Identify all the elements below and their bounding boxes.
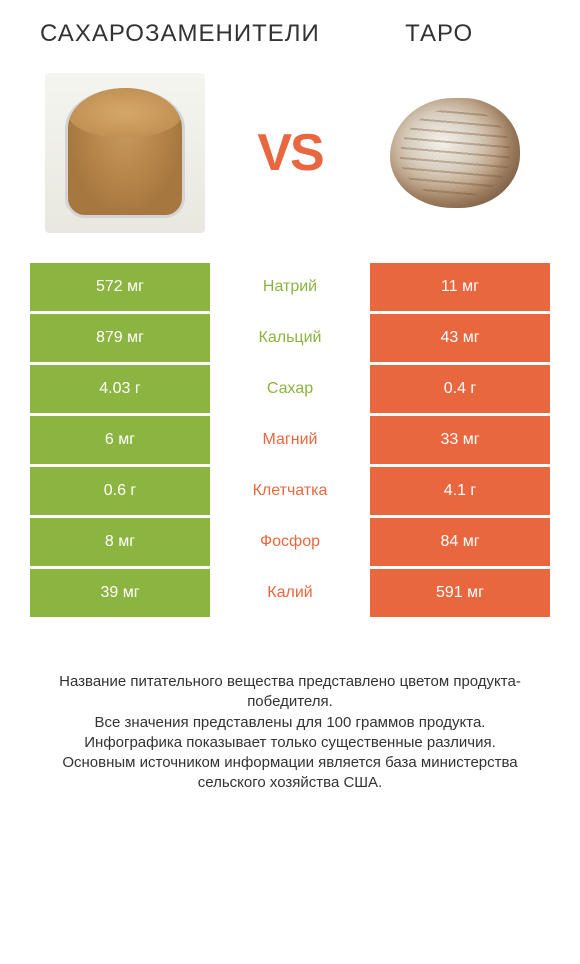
nutrient-label: Магний	[210, 416, 370, 464]
taro-icon	[390, 98, 520, 208]
vs-label: VS	[257, 123, 322, 183]
value-left: 8 мг	[30, 518, 210, 566]
value-right: 84 мг	[370, 518, 550, 566]
table-row: 0.6 гКлетчатка4.1 г	[30, 467, 550, 515]
table-row: 39 мгКалий591 мг	[30, 569, 550, 617]
nutrient-label: Калий	[210, 569, 370, 617]
table-row: 8 мгФосфор84 мг	[30, 518, 550, 566]
nutrient-label: Сахар	[210, 365, 370, 413]
nutrient-label: Клетчатка	[210, 467, 370, 515]
product-right-image	[370, 68, 540, 238]
value-left: 6 мг	[30, 416, 210, 464]
nutrient-label: Кальций	[210, 314, 370, 362]
value-right: 11 мг	[370, 263, 550, 311]
value-left: 572 мг	[30, 263, 210, 311]
value-right: 43 мг	[370, 314, 550, 362]
footer-line: Основным источником информации является …	[35, 753, 545, 794]
footer-notes: Название питательного вещества представл…	[30, 672, 550, 794]
table-row: 6 мгМагний33 мг	[30, 416, 550, 464]
value-left: 39 мг	[30, 569, 210, 617]
header: САХАРОЗАМЕНИТЕЛИ ТАРО	[30, 20, 550, 48]
product-left-title: САХАРОЗАМЕНИТЕЛИ	[30, 20, 328, 48]
value-left: 879 мг	[30, 314, 210, 362]
product-right-title: ТАРО	[328, 20, 550, 48]
images-row: VS	[30, 68, 550, 238]
sweetener-icon	[45, 73, 205, 233]
footer-line: Название питательного вещества представл…	[35, 672, 545, 713]
footer-line: Инфографика показывает только существенн…	[35, 733, 545, 753]
nutrient-label: Фосфор	[210, 518, 370, 566]
value-left: 4.03 г	[30, 365, 210, 413]
nutrient-label: Натрий	[210, 263, 370, 311]
value-left: 0.6 г	[30, 467, 210, 515]
product-left-image	[40, 68, 210, 238]
value-right: 0.4 г	[370, 365, 550, 413]
footer-line: Все значения представлены для 100 граммо…	[35, 713, 545, 733]
value-right: 591 мг	[370, 569, 550, 617]
value-right: 4.1 г	[370, 467, 550, 515]
table-row: 572 мгНатрий11 мг	[30, 263, 550, 311]
comparison-infographic: САХАРОЗАМЕНИТЕЛИ ТАРО VS 572 мгНатрий11 …	[0, 0, 580, 814]
table-row: 4.03 гСахар0.4 г	[30, 365, 550, 413]
nutrient-table: 572 мгНатрий11 мг879 мгКальций43 мг4.03 …	[30, 263, 550, 617]
value-right: 33 мг	[370, 416, 550, 464]
table-row: 879 мгКальций43 мг	[30, 314, 550, 362]
